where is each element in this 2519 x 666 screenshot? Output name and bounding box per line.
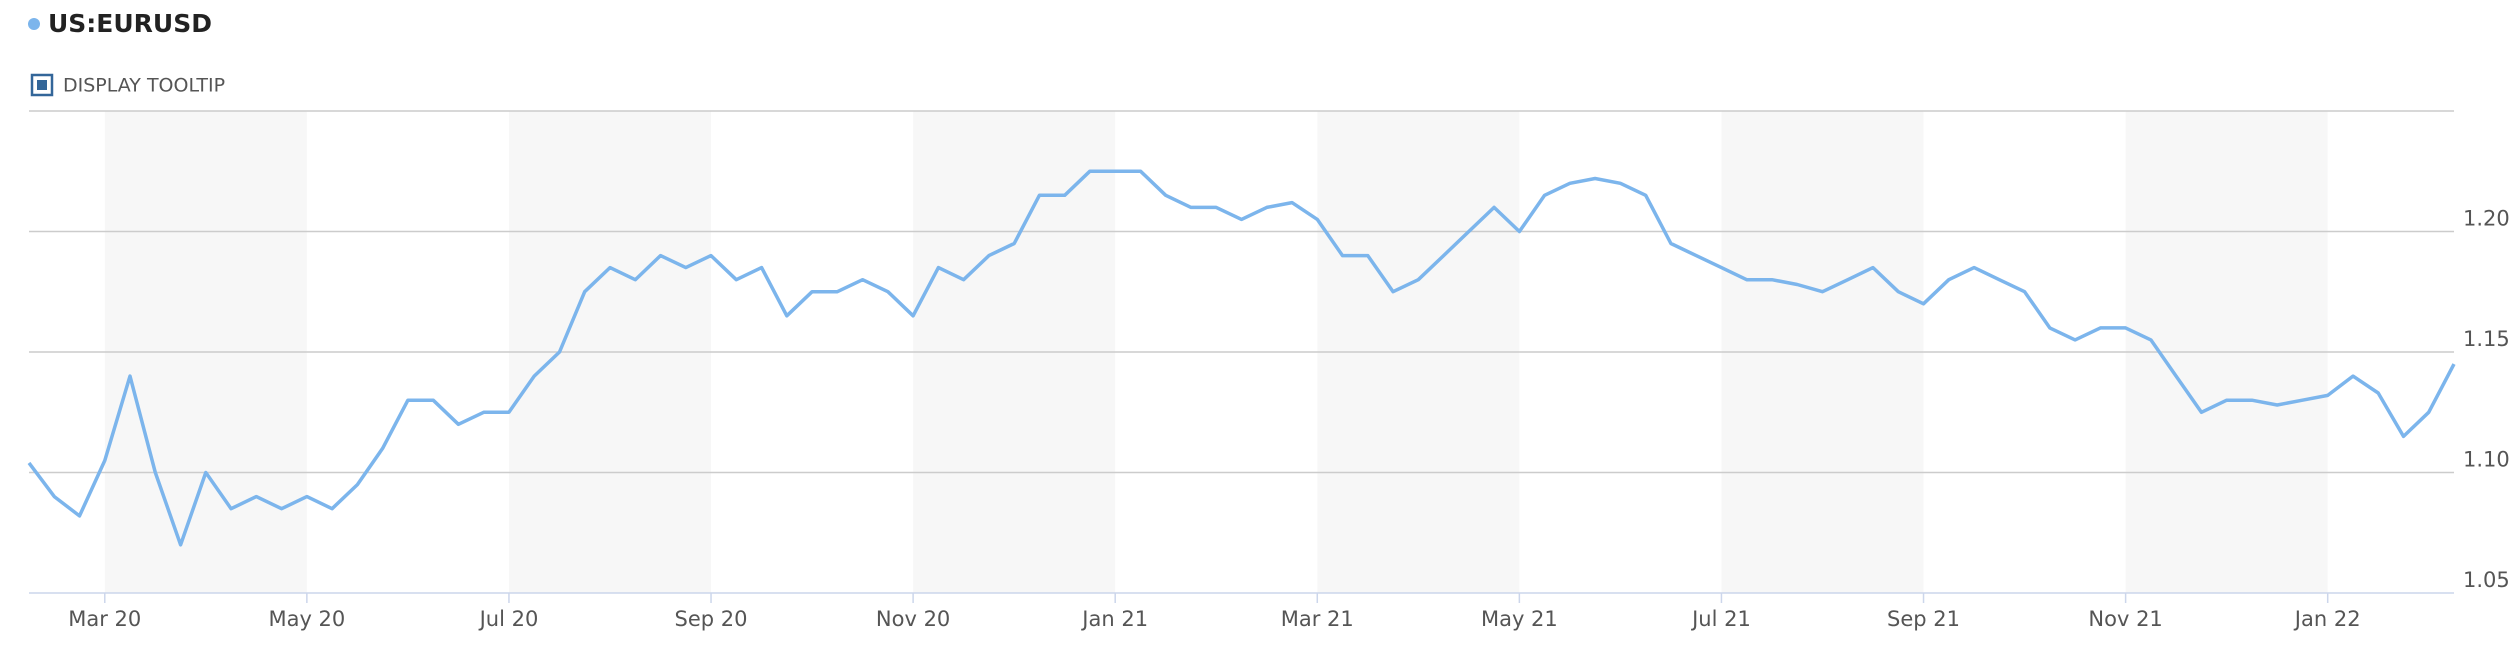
x-tick-label: Nov 20 <box>876 607 950 631</box>
x-tick-label: Jul 20 <box>478 607 539 631</box>
x-tick-label: Mar 21 <box>1281 607 1354 631</box>
checkbox-check <box>37 80 47 90</box>
y-tick-label: 1.05 <box>2463 568 2510 592</box>
x-tick-label: Nov 21 <box>2088 607 2162 631</box>
series-line <box>27 169 2456 547</box>
x-tick-label: Sep 20 <box>675 607 748 631</box>
x-tick-label: Jan 22 <box>2293 607 2361 631</box>
toggle-label[interactable]: DISPLAY TOOLTIP <box>63 75 225 97</box>
x-tick-label: May 21 <box>1481 607 1558 631</box>
y-tick-label: 1.15 <box>2463 327 2510 351</box>
legend-label: US:EURUSD <box>48 9 212 38</box>
x-tick-label: Jul 21 <box>1690 607 1751 631</box>
x-tick-label: Sep 21 <box>1887 607 1960 631</box>
y-tick-label: 1.10 <box>2463 448 2510 472</box>
x-tick-label: Mar 20 <box>68 607 141 631</box>
y-tick-label: 1.20 <box>2463 207 2510 231</box>
tooltip-toggle[interactable]: DISPLAY TOOLTIP <box>30 73 225 97</box>
x-tick-label: May 20 <box>268 607 345 631</box>
legend-dot <box>28 18 40 30</box>
x-tick-label: Jan 21 <box>1080 607 1148 631</box>
